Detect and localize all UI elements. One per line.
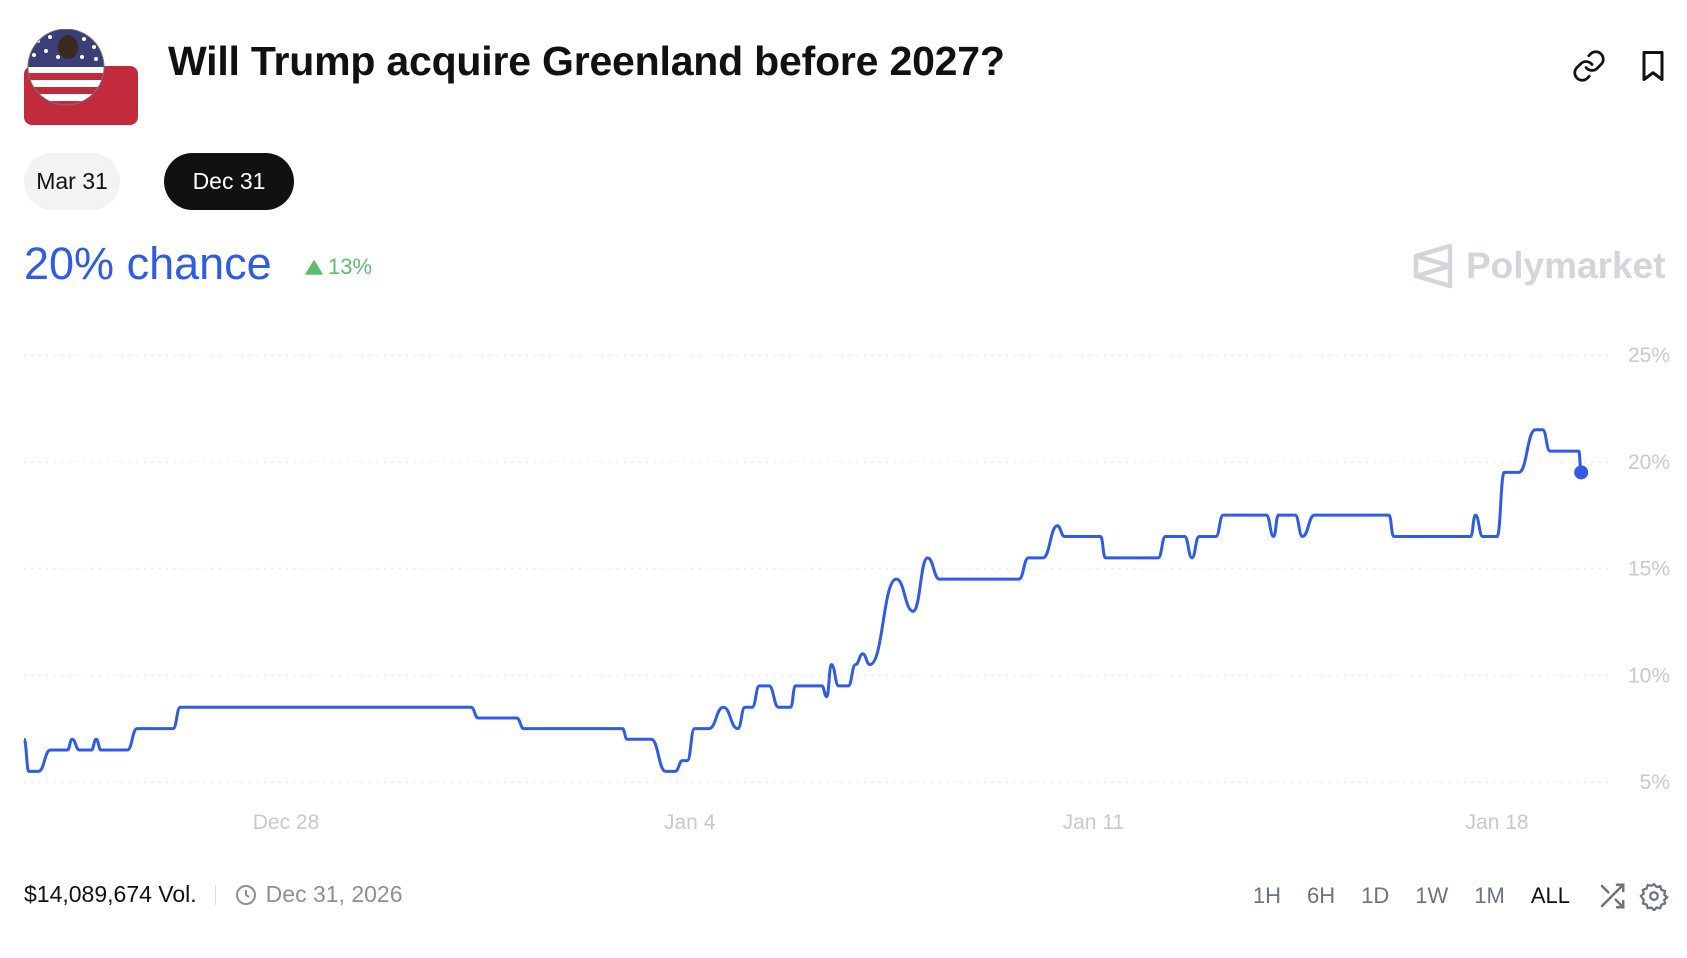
- polymarket-watermark: Polymarket: [1412, 243, 1666, 289]
- clock-icon: [235, 884, 256, 905]
- market-image: [24, 28, 138, 125]
- change-indicator: 13%: [305, 254, 372, 280]
- timeframe-6h[interactable]: 6H: [1307, 883, 1336, 908]
- timeframe-all[interactable]: ALL: [1530, 883, 1570, 908]
- date-tab-mar-31[interactable]: Mar 31: [24, 153, 120, 210]
- timeframe-selector: 1H 6H 1D 1W 1M ALL: [1240, 881, 1669, 911]
- market-title: Will Trump acquire Greenland before 2027…: [168, 38, 1005, 84]
- x-tick-label: Jan 11: [1063, 811, 1125, 834]
- y-tick-label: 10%: [1628, 664, 1670, 687]
- shuffle-icon[interactable]: [1597, 881, 1627, 911]
- brand-name: Polymarket: [1466, 245, 1666, 286]
- date-tab-dec-31[interactable]: Dec 31: [164, 153, 294, 210]
- current-price-dot: [1574, 465, 1589, 480]
- bookmark-button[interactable]: [1635, 48, 1671, 84]
- timeframe-1d[interactable]: 1D: [1361, 883, 1390, 908]
- y-tick-label: 25%: [1628, 344, 1670, 367]
- x-tick-label: Jan 18: [1466, 811, 1529, 834]
- polymarket-logo-icon: [1413, 243, 1453, 289]
- y-tick-label: 15%: [1628, 558, 1670, 581]
- change-value: 13%: [328, 254, 373, 279]
- settings-gear-icon[interactable]: [1639, 881, 1669, 911]
- volume: $14,089,674 Vol.: [24, 881, 197, 907]
- y-tick-label: 5%: [1640, 771, 1670, 794]
- copy-link-button[interactable]: [1571, 48, 1607, 84]
- price-chart[interactable]: 25% 20% 15% 10% 5% Dec 28 Jan 4 Jan 11 Jan 18: [0, 330, 1687, 850]
- market-footer: $14,089,674 Vol. Dec 31, 2026: [24, 881, 403, 908]
- timeframe-1h[interactable]: 1H: [1252, 883, 1282, 908]
- timeframe-1m[interactable]: 1M: [1474, 883, 1505, 908]
- chance-value: 20% chance: [24, 238, 272, 289]
- timeframe-1w[interactable]: 1W: [1415, 883, 1449, 908]
- link-icon: [1573, 50, 1605, 82]
- x-tick-label: Jan 4: [664, 811, 716, 834]
- y-tick-label: 20%: [1628, 451, 1670, 474]
- bookmark-icon: [1642, 51, 1664, 81]
- divider: [214, 884, 216, 905]
- price-line: [22, 428, 1583, 773]
- x-tick-label: Dec 28: [253, 811, 320, 834]
- triangle-up-icon: [305, 259, 323, 275]
- end-date: Dec 31, 2026: [265, 881, 403, 907]
